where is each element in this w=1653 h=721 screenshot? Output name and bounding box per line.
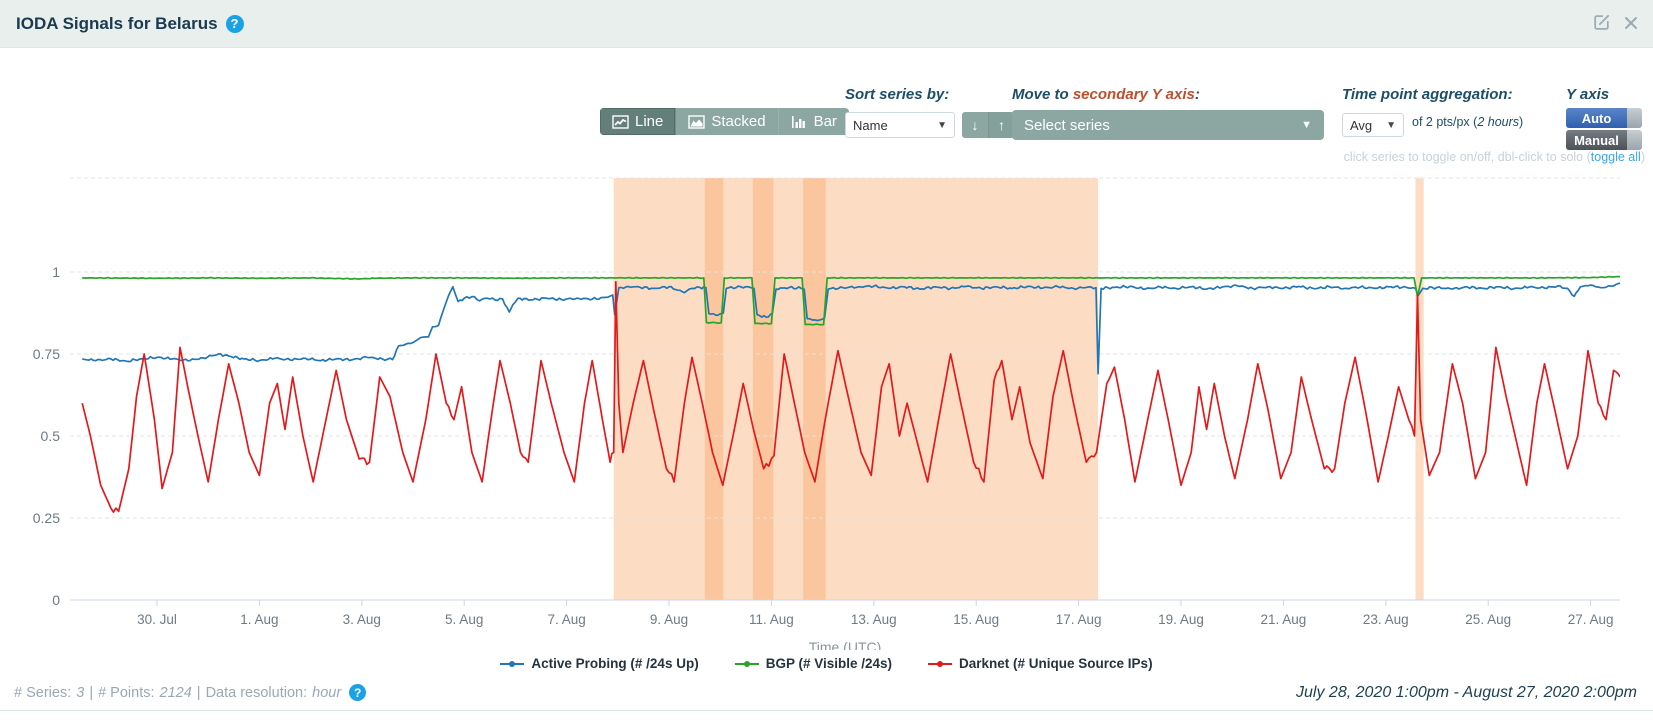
sort-descending-button[interactable]: ↓ — [962, 112, 988, 138]
y-axis-tick-label: 1 — [52, 264, 60, 280]
select-series-dropdown[interactable]: Select series ▼ — [1012, 110, 1324, 140]
series-line-darknet-unique-source-ips[interactable] — [81, 280, 1620, 513]
toggle-all-link[interactable]: toggle all — [1590, 150, 1641, 164]
legend-toggle-hint: click series to toggle on/off, dbl-click… — [1343, 150, 1645, 164]
title-help-icon[interactable]: ? — [225, 14, 244, 33]
stacked-chart-icon — [688, 114, 706, 129]
x-axis-tick-label: 5. Aug — [445, 612, 483, 627]
separator: | — [196, 684, 201, 701]
x-axis-tick-label: 25. Aug — [1465, 612, 1511, 627]
stats-help-icon[interactable]: ? — [349, 684, 367, 701]
aggregation-detail: of 2 pts/px (2 hours) — [1412, 115, 1524, 129]
legend-label: BGP (# Visible /24s) — [765, 656, 893, 671]
legend-marker — [734, 660, 759, 667]
legend-label: Active Probing (# /24s Up) — [531, 656, 699, 671]
highlight-band — [613, 178, 1099, 600]
y-zoom-auto-button[interactable]: Auto — [1566, 108, 1642, 128]
y-zoom-auto-handle — [1627, 108, 1642, 128]
chart-legend: Active Probing (# /24s Up) BGP (# Visible… — [0, 656, 1653, 671]
x-axis-tick-label: 15. Aug — [953, 612, 999, 627]
chart-type-stacked-label: Stacked — [711, 113, 766, 130]
x-axis-tick-label: 7. Aug — [547, 612, 585, 627]
resolution-label: Data resolution: — [205, 684, 308, 701]
resolution-value: hour — [312, 684, 342, 701]
sort-series-value: Name — [853, 117, 888, 133]
y-axis-tick-label: 0 — [52, 592, 60, 608]
x-axis-tick-label: 9. Aug — [650, 612, 688, 627]
chart-type-bar-label: Bar — [813, 113, 837, 130]
chart-type-line-label: Line — [635, 113, 664, 130]
legend-marker — [928, 660, 953, 667]
arrow-up-icon: ↑ — [998, 117, 1005, 133]
highlight-band — [704, 178, 724, 600]
y-axis-tick-label: 0.25 — [33, 510, 60, 526]
aggregation-select[interactable]: Avg ▼ — [1342, 113, 1404, 137]
chart-type-line-button[interactable]: Line — [600, 108, 677, 135]
chart-stats: # Series: 3 | # Points: 2124 | Data reso… — [14, 684, 367, 701]
arrow-down-icon: ↓ — [971, 117, 979, 133]
chart-toolbar: Line Stacked Bar Sort series by: Name ▼ — [0, 48, 1653, 170]
chevron-down-icon: ▼ — [1301, 119, 1312, 131]
x-axis-tick-label: 23. Aug — [1363, 612, 1409, 627]
x-axis-tick-label: 17. Aug — [1056, 612, 1102, 627]
sort-series-label: Sort series by: — [845, 86, 950, 103]
legend-item-darknet-unique-source-ips[interactable]: Darknet (# Unique Source IPs) — [928, 656, 1153, 671]
series-line-active-probing-24s-up[interactable] — [82, 282, 1620, 375]
y-axis-tick-label: 0.75 — [33, 346, 60, 362]
chart-type-bar-button[interactable]: Bar — [779, 108, 849, 135]
x-axis-tick-label: 11. Aug — [749, 612, 794, 627]
x-axis-tick-label: 27. Aug — [1568, 612, 1614, 627]
series-count-value: 3 — [76, 684, 85, 701]
chart-area[interactable]: 0 0.25 0.5 0.75 1 30. Jul 1. Aug 3. Aug 5. Aug 7.… — [0, 170, 1653, 655]
legend-item-bgp-visible-24s[interactable]: BGP (# Visible /24s) — [734, 656, 893, 671]
x-axis-tick-label: 1. Aug — [240, 612, 278, 627]
legend-marker — [500, 660, 525, 667]
bottom-divider — [0, 710, 1653, 711]
series-line-bgp-visible-24s[interactable] — [82, 275, 1620, 326]
sort-series-select[interactable]: Name ▼ — [845, 112, 955, 138]
page-title: IODA Signals for Belarus — [16, 13, 218, 33]
select-series-placeholder: Select series — [1024, 116, 1110, 134]
close-icon[interactable] — [1623, 15, 1639, 31]
x-axis-tick-label: 21. Aug — [1261, 612, 1307, 627]
y-zoom-auto-label: Auto — [1566, 108, 1627, 128]
legend-item-active-probing-24s-up[interactable]: Active Probing (# /24s Up) — [500, 656, 699, 671]
chart-type-stacked-button[interactable]: Stacked — [676, 108, 779, 135]
chart-type-button-group: Line Stacked Bar — [600, 108, 849, 135]
series-count-label: # Series: — [14, 684, 72, 701]
panel-titlebar: IODA Signals for Belarus ? — [0, 0, 1653, 48]
highlight-band — [752, 178, 774, 600]
sort-ascending-button[interactable]: ↑ — [988, 112, 1014, 138]
x-axis-title: Time (UTC) — [809, 639, 882, 650]
points-count-label: # Points: — [98, 684, 155, 701]
secondary-axis-label: Move to secondary Y axis: — [1012, 86, 1200, 103]
chart-svg[interactable]: 0 0.25 0.5 0.75 1 30. Jul 1. Aug 3. Aug 5. Aug 7.… — [0, 170, 1653, 655]
x-axis-tick-label: 3. Aug — [343, 612, 381, 627]
edit-icon[interactable] — [1592, 13, 1611, 32]
chevron-down-icon: ▼ — [937, 119, 947, 131]
line-chart-icon — [612, 114, 629, 129]
aggregation-value: Avg — [1350, 117, 1373, 133]
aggregation-label: Time point aggregation: — [1342, 86, 1513, 103]
y-zoom-manual-button[interactable]: Manual — [1566, 130, 1642, 150]
y-zoom-manual-handle — [1627, 130, 1642, 150]
date-range: July 28, 2020 1:00pm - August 27, 2020 2… — [1296, 684, 1637, 701]
highlight-band — [803, 178, 826, 600]
chevron-down-icon: ▼ — [1386, 119, 1396, 131]
points-count-value: 2124 — [159, 684, 192, 701]
bar-chart-icon — [791, 115, 805, 128]
x-axis-tick-label: 30. Jul — [137, 612, 177, 627]
y-zoom-manual-label: Manual — [1566, 130, 1627, 150]
legend-label: Darknet (# Unique Source IPs) — [959, 656, 1153, 671]
separator: | — [89, 684, 94, 701]
x-axis-tick-label: 19. Aug — [1158, 612, 1204, 627]
x-axis-tick-label: 13. Aug — [851, 612, 897, 627]
y-axis-tick-label: 0.5 — [41, 428, 61, 444]
